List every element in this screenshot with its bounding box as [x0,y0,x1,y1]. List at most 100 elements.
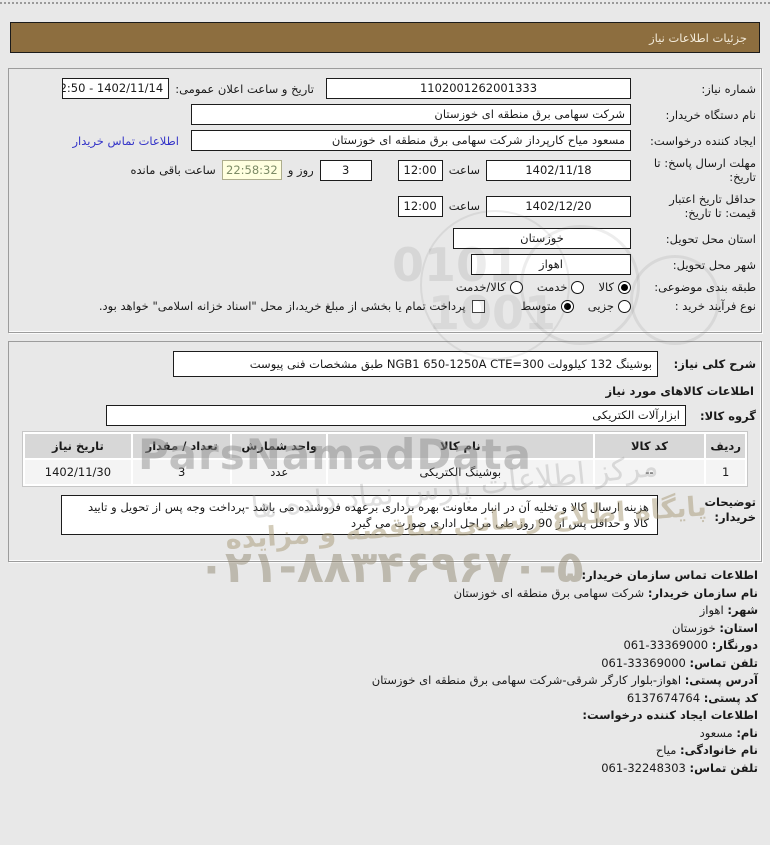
col-header-row-number: ردیف [706,434,745,458]
goods-table-header-row: ردیف کد کالا نام کالا واحد شمارش تعداد /… [25,434,745,458]
line-value: 33369000-061 [601,655,686,670]
buyer-org-field[interactable]: شرکت سهامی برق منطقه ای خوزستان [191,104,631,125]
need-description-label: شرح کلی نیاز: [673,357,756,371]
top-dotted-line [0,2,770,4]
radio-option-service[interactable]: خدمت [537,280,585,294]
line-label: دورنگار: [711,638,758,652]
need-description-row: شرح کلی نیاز: بوشینگ 132 کیلوولت NGB1 65… [14,351,756,377]
radio-option-minor[interactable]: جزیی [588,299,631,313]
process-type-label: نوع فرآیند خرید : [674,299,756,313]
treasury-checkbox-label: پرداخت تمام یا بخشی از مبلغ خرید،از محل … [98,299,466,313]
need-number-field[interactable]: 1102001262001333 [326,78,631,99]
category-row: طبقه بندی موضوعی: کالا خدمت کالا/خدمت [14,280,756,294]
deadline-time-field[interactable]: 12:00 [397,159,443,181]
contact-section: اطلاعات تماس سازمان خریدار: نام سازمان خ… [12,567,758,777]
line-label: شهر: [727,603,758,617]
page-title-bar: جزئیات اطلاعات نیاز [10,22,760,53]
contact-line-postal-code: کد پستی: 6137674764 [12,690,758,708]
line-label: تلفن تماس: [689,655,758,670]
radio-option-medium[interactable]: متوسط [521,299,574,313]
goods-table: ردیف کد کالا نام کالا واحد شمارش تعداد /… [22,431,748,487]
line-label: استان: [719,620,758,635]
treasury-checkbox[interactable] [471,299,485,313]
buyer-org-row: نام دستگاه خریدار: شرکت سهامی برق منطقه … [14,104,756,125]
radio-option-goods-service[interactable]: کالا/خدمت [456,280,523,294]
province-field[interactable]: خوزستان [453,228,631,249]
line-value: اهواز-بلوار کارگر شرقی-شرکت سهامی برق من… [371,673,682,687]
announce-datetime-field[interactable]: 1402/11/14 - 12:50 [62,78,170,99]
goods-table-row: 1 -- بوشینگ الکتریکی عدد 3 1402/11/30 [25,460,745,484]
line-value: 6137674764 [626,690,701,705]
price-validity-row: حداقل تاریخ اعتبار قیمت: تا تاریخ: 1402/… [14,192,756,220]
col-header-item-code: کد کالا [594,434,705,458]
line-label: نام: [736,725,758,740]
announce-label: تاریخ و ساعت اعلان عمومی: [175,81,314,96]
countdown-timer: 22:58:32 [221,160,282,180]
cell-item-code: -- [594,460,705,484]
days-label: روز و [287,163,314,177]
radio-icon [618,299,631,313]
radio-label: کالا/خدمت [455,280,506,294]
buyer-notes-field[interactable]: هزینه ارسال کالا و تخلیه آن در انبار معا… [61,495,658,535]
contact-line-org-name: نام سازمان خریدار: شرکت سهامی برق منطقه … [12,585,758,603]
org-contact-heading: اطلاعات تماس سازمان خریدار: [581,568,758,582]
requester-contact-heading: اطلاعات ایجاد کننده درخواست: [582,708,758,722]
goods-group-label: گروه کالا: [700,408,756,423]
goods-group-row: گروه کالا: ابزارآلات الکتریکی [14,405,756,426]
radio-selected-icon [560,299,574,313]
line-label: نام سازمان خریدار: [647,585,758,600]
cell-unit: عدد [232,460,327,484]
province-row: استان محل تحویل: خوزستان [14,228,756,249]
line-value: مسعود [699,725,733,740]
price-validity-label: حداقل تاریخ اعتبار قیمت: تا تاریخ: [669,192,756,220]
radio-option-goods[interactable]: کالا [598,280,631,294]
category-label: طبقه بندی موضوعی: [654,280,756,294]
days-remaining-field: 3 [319,159,372,181]
line-value: شرکت سهامی برق منطقه ای خوزستان [453,585,645,600]
line-value: 32248303-061 [601,760,686,775]
requester-field[interactable]: مسعود میاح کارپرداز شرکت سهامی برق منطقه… [191,130,631,151]
cell-row-number: 1 [706,460,745,484]
remaining-label: ساعت باقی مانده [130,163,216,177]
cell-need-date: 1402/11/30 [25,460,131,484]
line-label: نام خانوادگی: [680,743,758,757]
city-field[interactable]: اهواز [471,254,631,275]
goods-group-field[interactable]: ابزارآلات الکتریکی [106,405,686,426]
line-value: اهواز [699,603,724,617]
col-header-quantity: تعداد / مقدار [132,434,231,458]
buyer-org-label: نام دستگاه خریدار: [665,107,756,122]
line-value: 33369000-061 [623,638,709,652]
deadline-row: مهلت ارسال پاسخ: تا تاریخ: 1402/11/18 سا… [14,156,757,184]
line-label: آدرس پستی: [684,673,758,687]
price-validity-time-field[interactable]: 12:00 [397,195,443,217]
requester-line-last-name: نام خانوادگی: میاح [12,742,758,760]
col-header-item-name: نام کالا [328,434,593,458]
need-description-field[interactable]: بوشینگ 132 کیلوولت NGB1 650-1250A CTE=30… [173,351,658,377]
deadline-label: مهلت ارسال پاسخ: تا تاریخ: [653,156,756,184]
requester-line-first-name: نام: مسعود [12,725,758,743]
contact-line-fax: دورنگار: 33369000-061 [12,637,758,655]
contact-line-address: آدرس پستی: اهواز-بلوار کارگر شرقی-شرکت س… [12,672,758,690]
radio-selected-icon [618,280,631,294]
requester-row: ایجاد کننده درخواست: مسعود میاح کارپرداز… [14,130,756,151]
requester-label: ایجاد کننده درخواست: [650,133,756,148]
cell-item-name: بوشینگ الکتریکی [328,460,593,484]
buyer-notes-label: توضیحات خریدار: [704,495,757,524]
city-label: شهر محل تحویل: [672,257,756,272]
cell-quantity: 3 [132,460,231,484]
radio-label: متوسط [520,299,557,313]
process-type-row: نوع فرآیند خرید : جزیی متوسط پرداخت تمام… [14,299,756,313]
radio-label: خدمت [536,280,568,294]
radio-label: کالا [598,280,614,294]
deadline-date-field[interactable]: 1402/11/18 [486,159,631,181]
radio-label: جزیی [587,299,614,313]
contact-line-city: شهر: اهواز [12,602,758,620]
requester-line-phone: تلفن تماس: 32248303-061 [12,760,758,778]
price-validity-date-field[interactable]: 1402/12/20 [486,195,631,217]
contact-line-phone: تلفن تماس: 33369000-061 [12,655,758,673]
buyer-contact-link[interactable]: اطلاعات تماس خریدار [72,133,179,148]
contact-line-province: استان: خوزستان [12,620,758,638]
buyer-notes-row: توضیحات خریدار: هزینه ارسال کالا و تخلیه… [14,495,756,535]
line-value: خوزستان [671,620,716,635]
